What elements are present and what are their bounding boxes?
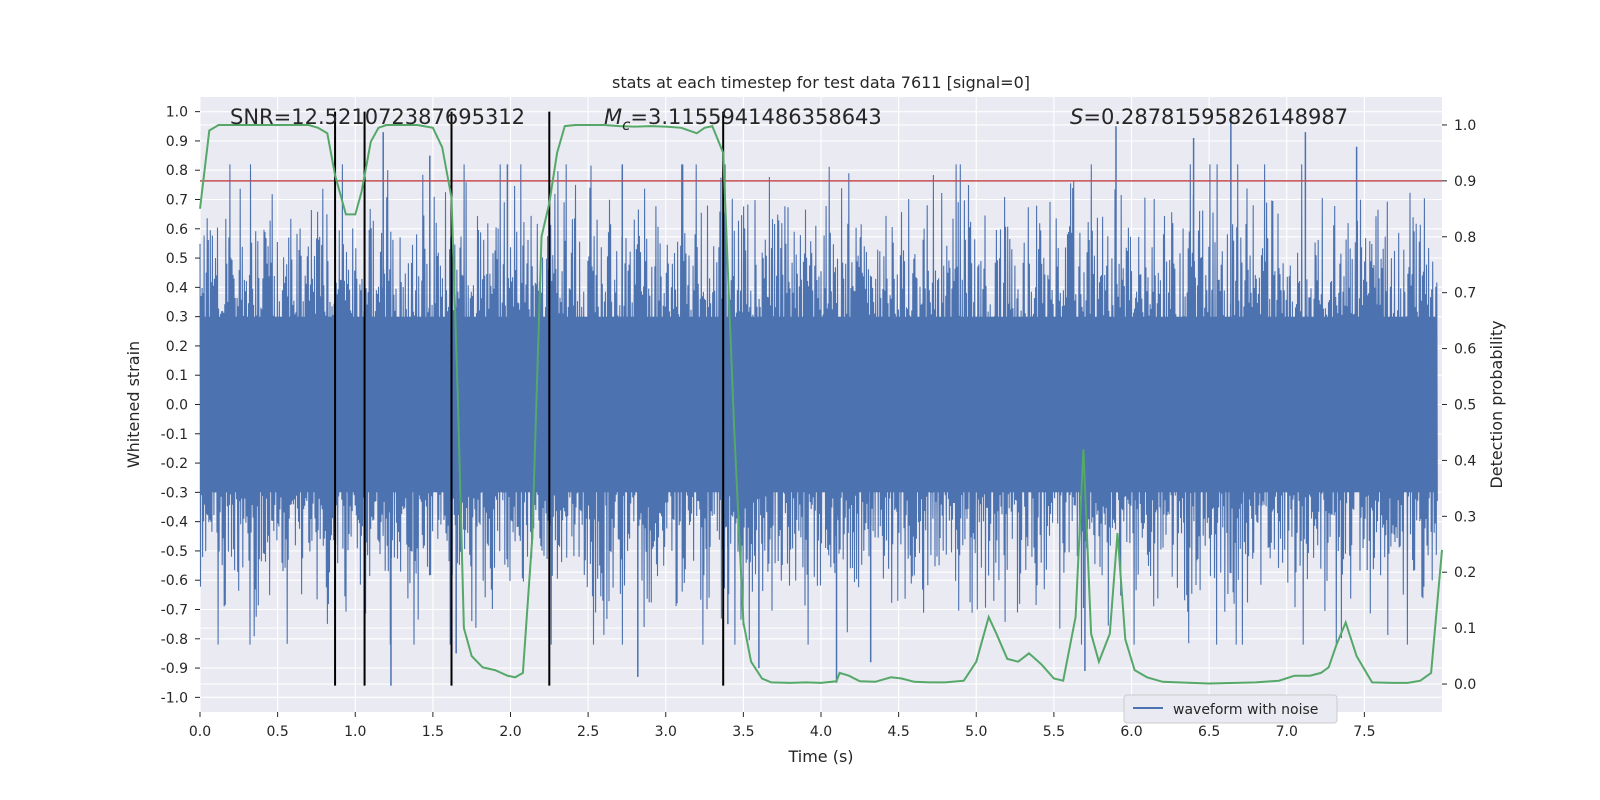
y-tick-label: -0.7 — [161, 603, 188, 619]
y-tick-label: -0.5 — [161, 544, 188, 560]
x-tick-label: 1.5 — [422, 724, 444, 740]
x-tick-label: 2.5 — [577, 724, 599, 740]
x-tick-label: 0.0 — [189, 724, 211, 740]
x-tick-label: 6.0 — [1120, 724, 1142, 740]
y-tick-label: 0.9 — [166, 134, 188, 150]
legend: waveform with noise — [1123, 694, 1338, 724]
y2-tick-label: 0.4 — [1454, 453, 1476, 469]
y2-tick-label: 0.2 — [1454, 565, 1476, 581]
y2-tick-label: 0.6 — [1454, 342, 1476, 358]
x-axis-ticks: 0.0 0.5 1.0 1.5 2.0 2.5 3.0 3.5 4.0 4.5 5.0 5.5 6.0 6… — [189, 712, 1376, 740]
y-axis-ticks: 1.0 0.9 0.8 0.7 0.6 0.5 0.4 0.3 0.2 0.1 0.0 -0.1 -0.… — [161, 105, 200, 706]
legend-box — [1123, 694, 1338, 724]
y2-tick-label: 0.8 — [1454, 230, 1476, 246]
y2-tick-label: 0.9 — [1454, 174, 1476, 190]
score-symbol: S — [1070, 105, 1083, 129]
snr-annotation: SNR=12.521072387695312 — [230, 105, 525, 129]
y-tick-label: -0.2 — [161, 456, 188, 472]
y-tick-label: -0.1 — [161, 427, 188, 443]
x-tick-label: 1.0 — [344, 724, 366, 740]
x-tick-label: 5.0 — [965, 724, 987, 740]
probability-series — [199, 124, 1443, 685]
y2-axis-label: Detection probability — [1487, 320, 1506, 488]
y2-tick-label: 0.1 — [1454, 621, 1476, 637]
x-tick-label: 2.0 — [499, 724, 521, 740]
y-tick-label: -1.0 — [161, 690, 188, 706]
y-tick-label: 0.3 — [166, 310, 188, 326]
chirp-mass-subscript: c — [622, 116, 631, 134]
y-tick-label: 0.5 — [166, 251, 188, 267]
y-tick-label: -0.3 — [161, 485, 188, 501]
y2-tick-label: 0.5 — [1454, 398, 1476, 414]
x-tick-label: 4.5 — [887, 724, 909, 740]
x-tick-label: 5.5 — [1043, 724, 1065, 740]
y-tick-label: -0.8 — [161, 632, 188, 648]
y2-tick-label: 1.0 — [1454, 118, 1476, 134]
x-tick-label: 7.5 — [1353, 724, 1375, 740]
y-tick-label: 0.1 — [166, 368, 188, 384]
y2-tick-label: 0.3 — [1454, 509, 1476, 525]
y2-tick-label: 0.7 — [1454, 286, 1476, 302]
x-tick-label: 3.0 — [655, 724, 677, 740]
chart-title: stats at each timestep for test data 761… — [612, 73, 1030, 92]
y-tick-label: 0.2 — [166, 339, 188, 355]
y-tick-label: 0.4 — [166, 280, 188, 296]
probability-line — [199, 124, 1443, 685]
y-tick-label: 0.0 — [166, 398, 188, 414]
chirp-mass-symbol: M — [604, 105, 622, 129]
y-tick-label: 0.7 — [166, 193, 188, 209]
chirp-mass-annotation: Mc=3.1155941486358643 — [604, 105, 882, 134]
waveform-line — [199, 164, 1438, 645]
waveform-series — [199, 111, 1438, 686]
y-tick-label: 1.0 — [166, 105, 188, 121]
y-tick-label: 0.6 — [166, 222, 188, 238]
x-tick-label: 3.5 — [732, 724, 754, 740]
x-tick-label: 6.5 — [1198, 724, 1220, 740]
y2-tick-label: 0.0 — [1454, 677, 1476, 693]
y-tick-label: -0.9 — [161, 661, 188, 677]
legend-label: waveform with noise — [1173, 702, 1318, 718]
chirp-mass-value: =3.1155941486358643 — [630, 105, 881, 129]
x-axis-label: Time (s) — [787, 747, 853, 766]
y-tick-label: -0.4 — [161, 515, 188, 531]
y-tick-label: 0.8 — [166, 163, 188, 179]
score-annotation: S=0.28781595826148987 — [1070, 105, 1348, 129]
y-axis-label: Whitened strain — [124, 341, 143, 468]
x-tick-label: 7.0 — [1276, 724, 1298, 740]
score-value: =0.28781595826148987 — [1083, 105, 1348, 129]
y2-axis-ticks: 1.0 0.9 0.8 0.7 0.6 0.5 0.4 0.3 0.2 0.1 0.0 — [1442, 118, 1476, 693]
x-tick-label: 4.0 — [810, 724, 832, 740]
y-tick-label: -0.6 — [161, 573, 188, 589]
x-tick-label: 0.5 — [266, 724, 288, 740]
